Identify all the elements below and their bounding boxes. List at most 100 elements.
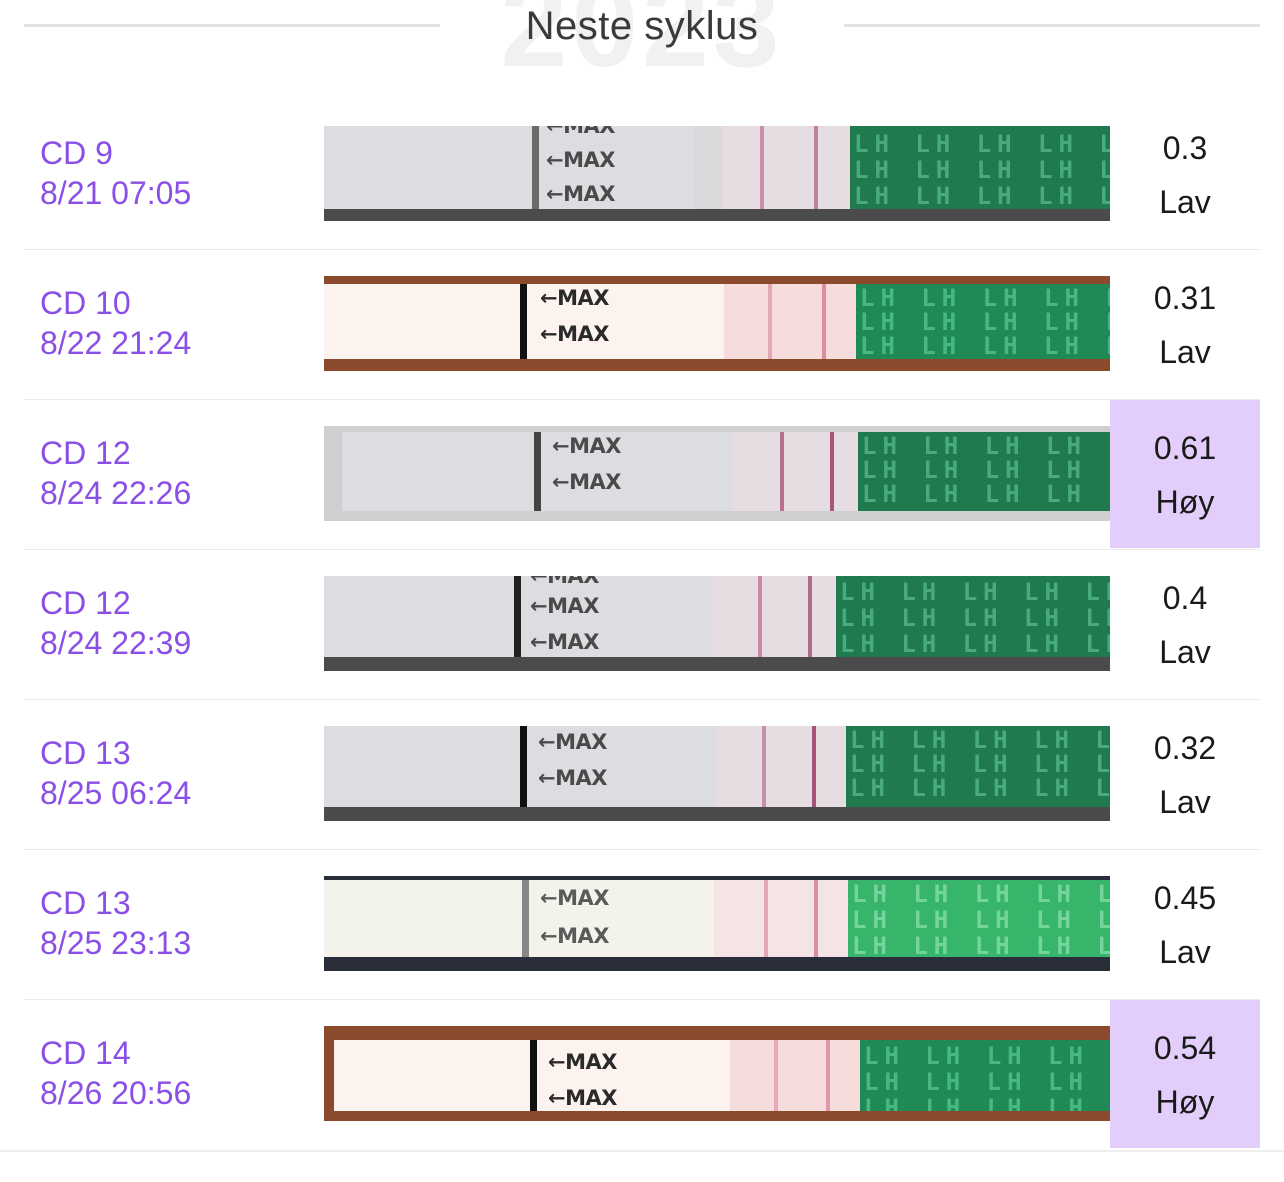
test-row[interactable]: CD 14 8/26 20:56 ←MAX ←MAX LH LH LH LH L… [24, 1000, 1260, 1150]
test-line [830, 432, 834, 511]
year-watermark: 2023 [500, 0, 784, 92]
section-title: Neste syklus [525, 4, 759, 48]
strip-max-mark [520, 726, 527, 807]
lh-ratio-value: 0.54 [1153, 1030, 1217, 1066]
test-strip-photo[interactable]: ←MAX ←MAX LH LH LH LH LH LH LH LH LH LH … [324, 426, 1110, 521]
lh-level-label: Lav [1159, 334, 1211, 370]
control-line [758, 576, 762, 657]
lh-level-label: Høy [1155, 484, 1215, 520]
test-strip-photo[interactable]: ←MAX ←MAX LH LH LH LH LH LH LH LH LH LH … [324, 1026, 1110, 1121]
test-row[interactable]: CD 12 8/24 22:39 ←MAX ←MAX ←MAX LH LH LH… [24, 550, 1260, 700]
cycle-day-label: CD 13 [40, 885, 131, 921]
test-row[interactable]: CD 10 8/22 21:24 ←MAX ←MAX LH LH LH LH L… [24, 250, 1260, 400]
lh-level-label: Lav [1159, 934, 1211, 970]
test-meta: CD 13 8/25 06:24 [40, 733, 191, 813]
test-datetime: 8/26 20:56 [40, 1075, 192, 1111]
max-label: ←MAX [530, 630, 599, 654]
max-label: ←MAX [538, 766, 607, 790]
max-label: ←MAX [530, 576, 599, 588]
header-divider-right [844, 24, 1260, 27]
test-meta: CD 14 8/26 20:56 [40, 1033, 191, 1113]
lh-label-area: LH LH LH LH LH LH LH LH LH LH LH LH LH L… [850, 126, 1110, 209]
test-datetime: 8/25 06:24 [40, 775, 192, 811]
lh-label-area: LH LH LH LH LH LH LH LH LH LH LH LH LH L… [836, 576, 1110, 657]
lh-label-area: LH LH LH LH LH LH LH LH LH LH LH LH LH L… [860, 1040, 1110, 1111]
test-strip-photo[interactable]: ←MAX ←MAX LH LH LH LH LH LH LH LH LH LH … [324, 276, 1110, 371]
cycle-day-label: CD 12 [40, 435, 131, 471]
test-row[interactable]: CD 13 8/25 06:24 ←MAX ←MAX LH LH LH LH L… [24, 700, 1260, 850]
test-row[interactable]: CD 13 8/25 23:13 ←MAX ←MAX LH LH LH LH L… [24, 850, 1260, 1000]
max-label: ←MAX [540, 322, 609, 346]
lh-label-area: LH LH LH LH LH LH LH LH LH LH LH LH LH L… [848, 880, 1110, 957]
strip-max-mark [522, 880, 529, 957]
control-line [774, 1040, 778, 1111]
test-meta: CD 12 8/24 22:26 [40, 433, 191, 513]
lh-label-area: LH LH LH LH LH LH LH LH LH LH LH LH LH L… [846, 726, 1110, 807]
test-strip-photo[interactable]: ←MAX ←MAX LH LH LH LH LH LH LH LH LH LH … [324, 726, 1110, 821]
max-label: ←MAX [548, 1050, 617, 1074]
lh-result: 0.45 Lav [1110, 850, 1260, 998]
header-divider-left [24, 24, 440, 27]
lh-result: 0.54 Høy [1110, 1000, 1260, 1148]
max-label: ←MAX [548, 1086, 617, 1110]
strip-max-mark [534, 432, 541, 511]
lh-ratio-value: 0.3 [1162, 130, 1208, 166]
test-meta: CD 12 8/24 22:39 [40, 583, 191, 663]
cycle-day-label: CD 12 [40, 585, 131, 621]
result-window [712, 576, 836, 657]
test-line [826, 1040, 830, 1111]
max-label: ←MAX [530, 594, 599, 618]
control-line [760, 126, 764, 209]
strip-max-mark [520, 284, 527, 359]
lh-result: 0.32 Lav [1110, 700, 1260, 848]
control-line [762, 726, 766, 807]
test-row[interactable]: CD 9 8/21 07:05 ←MAX ←MAX ←MAX LH LH LH … [24, 100, 1260, 250]
test-strip-photo[interactable]: ←MAX ←MAX ←MAX LH LH LH LH LH LH LH LH L… [324, 126, 1110, 221]
lh-ratio-value: 0.31 [1153, 280, 1217, 316]
lh-result: 0.4 Lav [1110, 550, 1260, 698]
lh-ratio-value: 0.45 [1153, 880, 1217, 916]
max-label: ←MAX [540, 924, 609, 948]
list-bottom-border [0, 1150, 1284, 1152]
lh-ratio-value: 0.4 [1162, 580, 1208, 616]
test-line [812, 726, 816, 807]
max-label: ←MAX [538, 730, 607, 754]
row-divider [24, 849, 1260, 850]
test-meta: CD 10 8/22 21:24 [40, 283, 191, 363]
max-label: ←MAX [546, 126, 615, 138]
result-window [730, 1040, 860, 1111]
lh-ratio-value: 0.61 [1153, 430, 1217, 466]
test-datetime: 8/24 22:39 [40, 625, 192, 661]
strip-max-mark [514, 576, 521, 657]
result-window [732, 432, 858, 511]
cycle-day-label: CD 9 [40, 135, 113, 171]
strip-handle [324, 126, 694, 209]
test-strip-photo[interactable]: ←MAX ←MAX ←MAX LH LH LH LH LH LH LH LH L… [324, 576, 1110, 671]
control-line [764, 880, 768, 957]
lh-ratio-value: 0.32 [1153, 730, 1217, 766]
cycle-day-label: CD 10 [40, 285, 131, 321]
test-datetime: 8/24 22:26 [40, 475, 192, 511]
test-line [814, 126, 818, 209]
test-strip-photo[interactable]: ←MAX ←MAX LH LH LH LH LH LH LH LH LH LH … [324, 876, 1110, 971]
test-meta: CD 9 8/21 07:05 [40, 133, 191, 213]
lh-level-label: Lav [1159, 184, 1211, 220]
row-divider [24, 999, 1260, 1000]
row-divider [24, 699, 1260, 700]
test-line [822, 284, 826, 359]
lh-result: 0.61 Høy [1110, 400, 1260, 548]
test-meta: CD 13 8/25 23:13 [40, 883, 191, 963]
test-datetime: 8/22 21:24 [40, 325, 192, 361]
cycle-day-label: CD 14 [40, 1035, 131, 1071]
row-divider [24, 249, 1260, 250]
strip-handle [324, 880, 714, 957]
lh-level-label: Lav [1159, 784, 1211, 820]
lh-label-area: LH LH LH LH LH LH LH LH LH LH LH LH LH L… [856, 284, 1110, 359]
test-row[interactable]: CD 12 8/24 22:26 ←MAX ←MAX LH LH LH LH L… [24, 400, 1260, 550]
control-line [780, 432, 784, 511]
lh-result: 0.3 Lav [1110, 100, 1260, 248]
max-label: ←MAX [552, 434, 621, 458]
lh-result: 0.31 Lav [1110, 250, 1260, 398]
result-window [716, 726, 846, 807]
max-label: ←MAX [552, 470, 621, 494]
